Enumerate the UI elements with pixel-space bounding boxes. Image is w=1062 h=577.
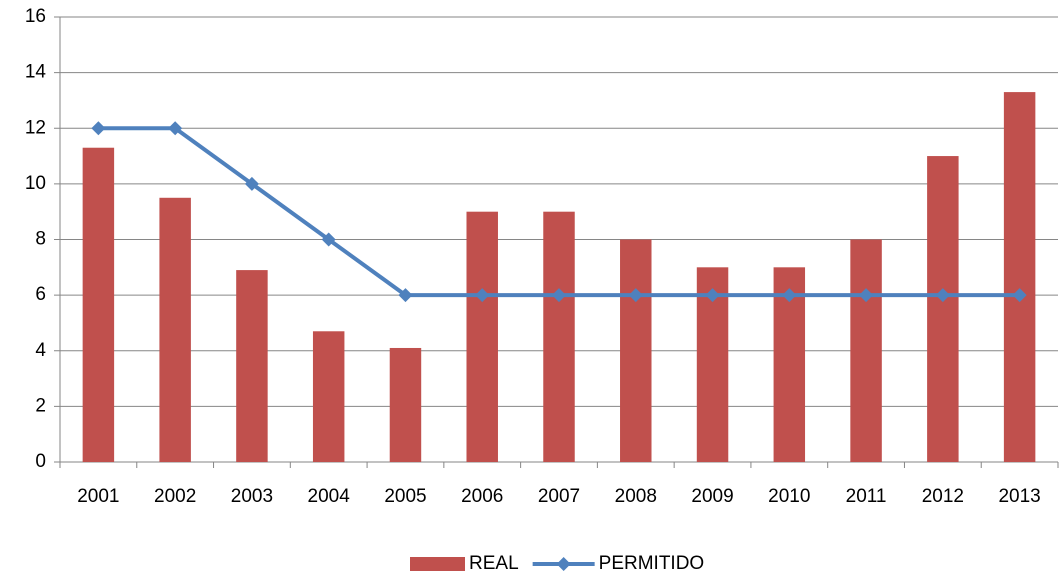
legend-label: PERMITIDO <box>599 553 705 574</box>
legend-swatch <box>410 557 465 571</box>
bar <box>927 156 959 462</box>
marker <box>168 121 183 136</box>
marker <box>552 288 566 303</box>
marker <box>859 288 874 303</box>
x-tick-label: 2005 <box>384 486 426 507</box>
x-tick-label: 2013 <box>998 486 1040 507</box>
marker <box>321 232 336 247</box>
marker <box>91 121 106 136</box>
y-tick-label: 6 <box>35 284 46 305</box>
bar <box>236 270 268 462</box>
y-tick-label: 8 <box>35 229 46 250</box>
x-tick-label: 2006 <box>461 486 503 507</box>
y-tick-label: 2 <box>35 395 46 416</box>
y-tick-label: 12 <box>25 117 46 138</box>
bar <box>159 197 191 462</box>
bar <box>82 147 115 462</box>
x-tick-label: 2007 <box>538 486 580 507</box>
legend-label: REAL <box>469 553 519 574</box>
x-tick-label: 2003 <box>231 486 273 507</box>
bar <box>620 239 652 462</box>
x-tick-label: 2012 <box>922 486 964 507</box>
marker <box>398 288 413 303</box>
bar <box>1003 92 1036 462</box>
x-tick-label: 2010 <box>768 486 810 507</box>
x-tick-label: 2008 <box>615 486 657 507</box>
y-tick-label: 10 <box>25 173 46 194</box>
marker <box>1012 288 1027 303</box>
marker <box>628 288 643 303</box>
x-tick-label: 2002 <box>154 486 196 507</box>
marker <box>556 557 571 571</box>
marker <box>935 288 950 303</box>
y-tick-label: 14 <box>25 62 47 83</box>
x-tick-label: 2004 <box>308 486 351 507</box>
marker <box>782 288 797 303</box>
x-tick-label: 2001 <box>77 486 119 507</box>
y-tick-label: 0 <box>35 451 46 472</box>
y-tick-label: 4 <box>35 340 46 361</box>
bar <box>543 211 575 462</box>
bar <box>466 211 498 462</box>
bar <box>312 331 345 462</box>
x-tick-label: 2009 <box>691 486 733 507</box>
marker <box>475 288 490 303</box>
bar <box>850 239 882 462</box>
marker <box>244 176 259 191</box>
bar <box>389 347 422 462</box>
marker <box>705 288 720 303</box>
x-tick-label: 2011 <box>846 486 887 507</box>
y-tick-label: 16 <box>25 6 46 27</box>
